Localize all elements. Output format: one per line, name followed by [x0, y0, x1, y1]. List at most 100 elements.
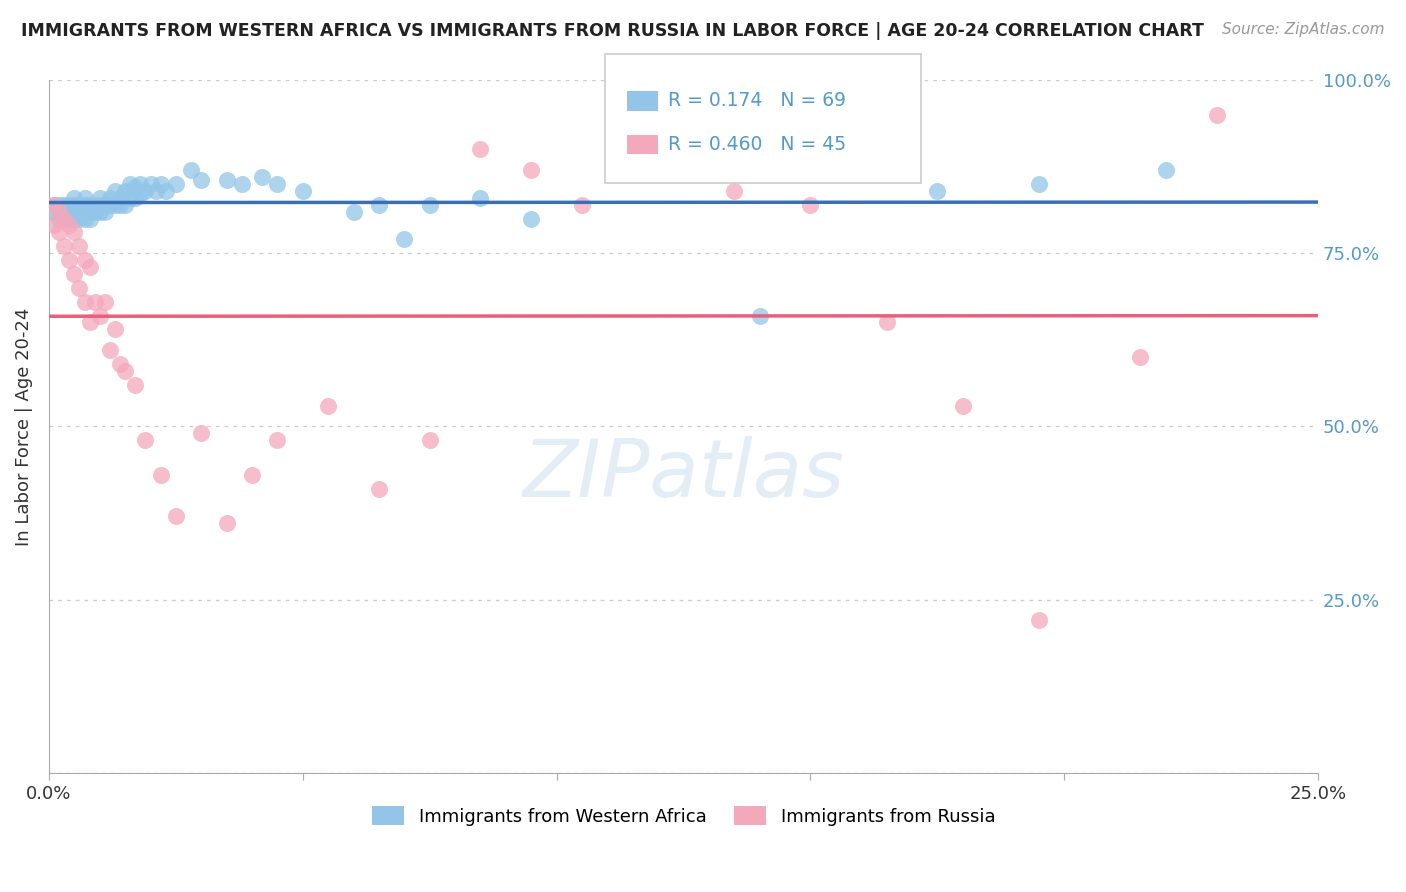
Point — [799, 197, 821, 211]
Point — [94, 294, 117, 309]
Point — [89, 197, 111, 211]
Point — [79, 315, 101, 329]
Point — [1154, 163, 1177, 178]
Point — [67, 211, 90, 226]
Point — [149, 467, 172, 482]
Point — [98, 343, 121, 358]
Point — [108, 197, 131, 211]
Point — [250, 169, 273, 184]
Point — [139, 177, 162, 191]
Point — [470, 142, 492, 156]
Point — [63, 267, 86, 281]
Point — [48, 197, 70, 211]
Point — [67, 204, 90, 219]
Text: R = 0.174   N = 69: R = 0.174 N = 69 — [668, 91, 846, 111]
Point — [73, 191, 96, 205]
Point — [124, 180, 146, 194]
Point — [165, 177, 187, 191]
Point — [520, 163, 543, 178]
Point — [723, 184, 745, 198]
Point — [149, 177, 172, 191]
Point — [53, 197, 76, 211]
Y-axis label: In Labor Force | Age 20-24: In Labor Force | Age 20-24 — [15, 307, 32, 546]
Point — [165, 509, 187, 524]
Point — [53, 204, 76, 219]
Point — [120, 191, 142, 205]
Point — [104, 322, 127, 336]
Point — [108, 357, 131, 371]
Point — [73, 211, 96, 226]
Point — [470, 191, 492, 205]
Point — [215, 173, 238, 187]
Point — [876, 315, 898, 329]
Point — [48, 226, 70, 240]
Point — [98, 191, 121, 205]
Point — [98, 197, 121, 211]
Point — [53, 211, 76, 226]
Point — [67, 281, 90, 295]
Point — [155, 184, 177, 198]
Point — [215, 516, 238, 531]
Point — [108, 191, 131, 205]
Point — [79, 211, 101, 226]
Point — [240, 467, 263, 482]
Point — [368, 482, 391, 496]
Point — [63, 226, 86, 240]
Point — [129, 187, 152, 202]
Point — [124, 377, 146, 392]
Point — [104, 197, 127, 211]
Point — [83, 204, 105, 219]
Point — [42, 197, 65, 211]
Point — [104, 184, 127, 198]
Point — [73, 294, 96, 309]
Point — [79, 204, 101, 219]
Point — [83, 197, 105, 211]
Legend: Immigrants from Western Africa, Immigrants from Russia: Immigrants from Western Africa, Immigran… — [364, 799, 1002, 833]
Text: R = 0.460   N = 45: R = 0.460 N = 45 — [668, 135, 846, 154]
Point — [79, 197, 101, 211]
Point — [67, 239, 90, 253]
Point — [58, 197, 80, 211]
Point — [58, 219, 80, 233]
Point — [231, 177, 253, 191]
Point — [1028, 613, 1050, 627]
Point — [114, 197, 136, 211]
Point — [180, 163, 202, 178]
Point — [129, 177, 152, 191]
Point — [748, 309, 770, 323]
Point — [89, 204, 111, 219]
Point — [1205, 107, 1227, 121]
Point — [419, 197, 441, 211]
Point — [48, 204, 70, 219]
Point — [520, 211, 543, 226]
Point — [73, 197, 96, 211]
Point — [89, 191, 111, 205]
Text: IMMIGRANTS FROM WESTERN AFRICA VS IMMIGRANTS FROM RUSSIA IN LABOR FORCE | AGE 20: IMMIGRANTS FROM WESTERN AFRICA VS IMMIGR… — [21, 22, 1204, 40]
Point — [79, 260, 101, 274]
Point — [63, 191, 86, 205]
Point — [342, 204, 364, 219]
Point — [190, 173, 212, 187]
Point — [316, 399, 339, 413]
Point — [63, 211, 86, 226]
Point — [291, 184, 314, 198]
Point — [927, 184, 949, 198]
Point — [42, 204, 65, 219]
Point — [145, 184, 167, 198]
Point — [114, 364, 136, 378]
Point — [1028, 177, 1050, 191]
Point — [58, 211, 80, 226]
Point — [952, 399, 974, 413]
Point — [53, 239, 76, 253]
Point — [94, 197, 117, 211]
Point — [67, 197, 90, 211]
Point — [58, 204, 80, 219]
Point — [94, 204, 117, 219]
Text: Source: ZipAtlas.com: Source: ZipAtlas.com — [1222, 22, 1385, 37]
Point — [73, 204, 96, 219]
Point — [571, 197, 593, 211]
Point — [1129, 350, 1152, 364]
Point — [42, 219, 65, 233]
Point — [266, 177, 288, 191]
Point — [266, 434, 288, 448]
